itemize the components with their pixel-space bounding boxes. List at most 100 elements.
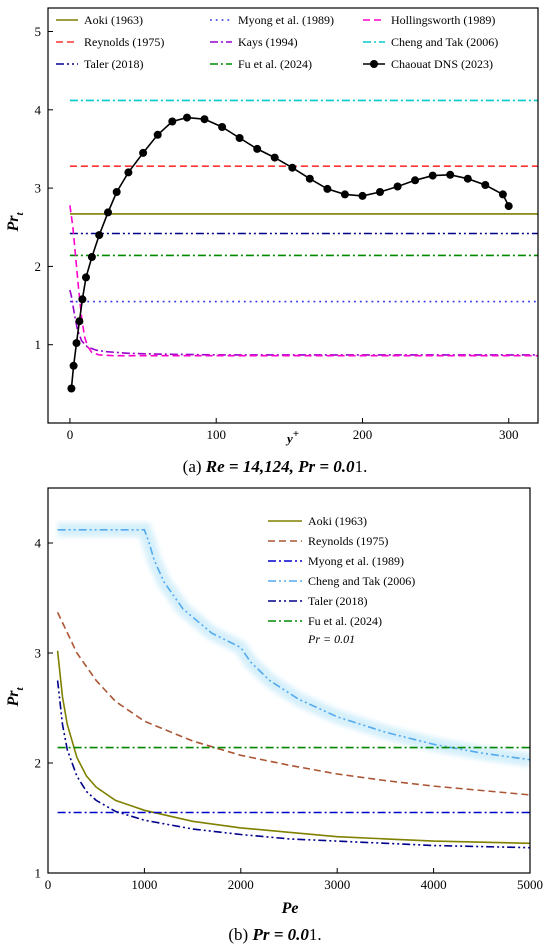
chart-panel-b: 0 1000 2000 3000 4000 5000 1 2 3 4 Aoki (1963) Rey… <box>5 487 543 944</box>
data-point <box>72 339 81 348</box>
x-tick-label: 300 <box>499 427 519 442</box>
legend-item: Reynolds (1975) <box>268 534 388 548</box>
x-tick-label: 5000 <box>517 877 543 892</box>
series-line <box>57 529 530 761</box>
x-tick-label: 1000 <box>131 877 157 892</box>
x-axis-label-b: Pe <box>281 900 299 917</box>
data-point <box>218 123 227 131</box>
legend-label: Fu et al. (2024) <box>238 57 312 71</box>
y-tick-label: 1 <box>35 866 42 881</box>
x-tick-label: 0 <box>67 427 74 442</box>
data-point <box>139 148 148 157</box>
x-axis-label-a: y+ <box>285 428 299 446</box>
legend-label: Reynolds (1975) <box>84 35 164 49</box>
legend-item: Aoki (1963) <box>56 13 143 27</box>
data-point <box>95 231 104 240</box>
legend-label: Aoki (1963) <box>84 13 143 27</box>
legend-item: Taler (2018) <box>268 594 367 608</box>
x-tick-label: 100 <box>206 427 226 442</box>
series-line <box>56 611 530 796</box>
legend-item: Kays (1994) <box>210 35 298 49</box>
x-tick-label: 2000 <box>228 877 254 892</box>
data-point <box>104 208 112 217</box>
legend-marker <box>370 60 378 68</box>
series-band <box>57 522 530 767</box>
legend-label: Cheng and Tak (2006) <box>391 35 498 49</box>
y-axis-label-b: Prt <box>5 687 26 708</box>
x-tick-label: 0 <box>45 877 52 892</box>
legend-label: Hollingsworth (1989) <box>391 13 495 27</box>
y-tick-label: 4 <box>35 102 42 117</box>
caption-b: (b) Pr = 0.01. <box>228 925 321 944</box>
data-point <box>358 191 367 200</box>
data-point <box>305 174 314 183</box>
data-point <box>87 253 96 261</box>
y-tick-label: 5 <box>35 24 42 39</box>
data-point <box>78 295 87 304</box>
plot-frame <box>47 487 531 874</box>
legend-label: Fu et al. (2024) <box>308 614 382 628</box>
y-tick-label: 2 <box>35 756 42 771</box>
data-point <box>124 168 133 177</box>
annotation-pr-b: Pr = 0.01 <box>307 632 355 646</box>
series-line <box>69 289 538 356</box>
legend-item: Fu et al. (2024) <box>268 614 382 628</box>
data-point <box>463 174 472 183</box>
data-point <box>112 188 121 196</box>
data-point <box>183 113 191 122</box>
data-point <box>67 384 76 393</box>
legend-label: Cheng and Tak (2006) <box>308 574 415 588</box>
legend-label: Myong et al. (1989) <box>308 554 404 568</box>
legend-item: Aoki (1963) <box>268 514 367 528</box>
data-point <box>75 317 84 326</box>
data-point <box>411 176 420 185</box>
data-point <box>200 115 209 124</box>
y-axis-label-a: Prt <box>5 212 26 233</box>
legend-label: Myong et al. (1989) <box>238 13 334 27</box>
y-tick-label: 1 <box>35 337 42 352</box>
legend-item: Reynolds (1975) <box>56 35 164 49</box>
legend-label: Kays (1994) <box>238 35 298 49</box>
plot-frame <box>47 7 539 424</box>
legend-a: Aoki (1963) Reynolds (1975) Taler (2018) My… <box>56 13 498 71</box>
series-line <box>69 205 538 357</box>
data-point <box>270 153 279 162</box>
legend-item: Fu et al. (2024) <box>210 57 312 71</box>
data-point <box>504 202 513 211</box>
series-line <box>56 680 530 849</box>
x-tick-label: 4000 <box>421 877 447 892</box>
legend-item: Myong et al. (1989) <box>210 13 334 27</box>
legend-item: Chaouat DNS (2023) <box>363 57 493 71</box>
chart-panel-a: 0 100 200 300 1 2 3 4 5 Aoki (1963) Reynolds (197… <box>5 7 539 476</box>
data-point <box>446 170 455 179</box>
legend-b: Aoki (1963) Reynolds (1975) Myong et al. (… <box>268 514 415 628</box>
series-line <box>70 116 510 389</box>
data-point <box>82 273 90 282</box>
caption-a: (a) Re = 14,124, Pr = 0.01. <box>183 457 368 476</box>
legend-label: Aoki (1963) <box>308 514 367 528</box>
data-point <box>376 188 384 196</box>
legend-label: Reynolds (1975) <box>308 534 388 548</box>
data-point <box>481 181 490 189</box>
data-point <box>253 144 262 153</box>
data-point <box>428 171 437 180</box>
x-tick-label: 200 <box>353 427 373 442</box>
legend-label: Taler (2018) <box>84 57 143 71</box>
legend-label: Chaouat DNS (2023) <box>391 57 493 71</box>
series-line <box>56 650 530 845</box>
legend-item: Cheng and Tak (2006) <box>268 574 415 588</box>
y-tick-label: 4 <box>35 536 42 551</box>
data-point <box>323 184 332 193</box>
legend-item: Cheng and Tak (2006) <box>363 35 498 49</box>
legend-label: Taler (2018) <box>308 594 367 608</box>
data-point <box>168 117 177 126</box>
y-tick-label: 3 <box>35 181 42 196</box>
data-point <box>235 134 244 142</box>
data-point <box>498 190 507 199</box>
legend-item: Myong et al. (1989) <box>268 554 404 568</box>
y-tick-label: 3 <box>35 646 42 661</box>
legend-item: Hollingsworth (1989) <box>363 13 495 27</box>
data-point <box>288 163 297 172</box>
legend-item: Taler (2018) <box>56 57 143 71</box>
data-point <box>153 130 162 139</box>
